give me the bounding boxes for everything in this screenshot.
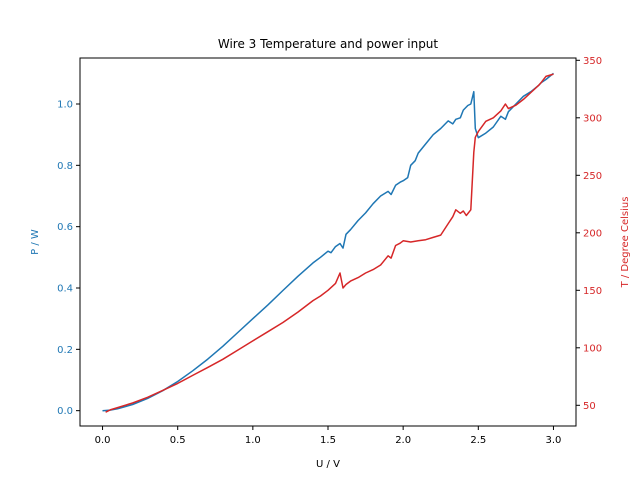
left-y-tick-label: 0.2	[57, 345, 73, 356]
left-y-tick-label: 0.8	[57, 161, 73, 172]
right-y-axis-label: T / Degree Celsius	[620, 197, 631, 289]
left-y-tick-label: 0.4	[57, 284, 73, 295]
right-y-axis-ticks: 50 100 150 200 250 300 350	[576, 56, 602, 412]
right-y-tick-label: 300	[583, 113, 602, 124]
left-y-axis-label: P / W	[30, 229, 41, 255]
x-tick-label: 1.0	[245, 435, 261, 446]
left-y-axis-ticks: 0.0 0.2 0.4 0.6 0.8 1.0	[57, 100, 80, 417]
right-y-tick-label: 50	[583, 401, 596, 412]
x-tick-label: 1.5	[320, 435, 336, 446]
left-y-tick-label: 1.0	[57, 100, 73, 111]
x-tick-label: 3.0	[546, 435, 562, 446]
left-y-tick-label: 0.6	[57, 222, 73, 233]
x-tick-label: 0.0	[95, 435, 111, 446]
x-tick-label: 0.5	[170, 435, 186, 446]
x-axis-ticks: 0.0 0.5 1.0 1.5 2.0 2.5 3.0	[95, 426, 562, 446]
x-tick-label: 2.5	[470, 435, 486, 446]
chart-title: Wire 3 Temperature and power input	[218, 37, 439, 51]
power-series-line	[102, 72, 554, 412]
right-y-tick-label: 250	[583, 171, 602, 182]
temperature-series-line	[105, 73, 554, 413]
right-y-tick-label: 150	[583, 286, 602, 297]
x-axis-label: U / V	[316, 459, 340, 470]
left-y-tick-label: 0.0	[57, 406, 73, 417]
series-layer	[102, 72, 554, 413]
right-y-tick-label: 350	[583, 56, 602, 67]
right-y-tick-label: 200	[583, 228, 602, 239]
right-y-tick-label: 100	[583, 343, 602, 354]
x-tick-label: 2.0	[395, 435, 411, 446]
